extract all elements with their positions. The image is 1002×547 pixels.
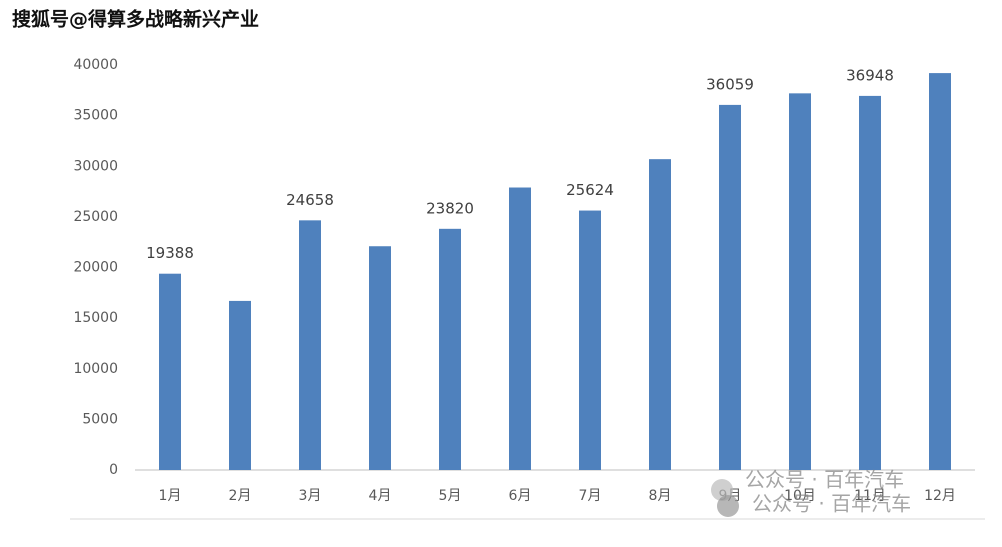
bar — [719, 104, 741, 471]
watermark: 公众号 · 百年汽车 — [745, 468, 904, 492]
y-tick-label: 40000 — [73, 57, 118, 73]
value-label: 36948 — [846, 66, 894, 84]
y-tick-label: 10000 — [73, 361, 118, 377]
bar — [299, 220, 321, 470]
bar — [159, 273, 181, 470]
bar — [369, 246, 391, 470]
bar — [789, 93, 811, 470]
y-tick-label: 15000 — [73, 310, 118, 326]
watermark: 公众号 · 百年汽车 — [752, 492, 911, 516]
bar — [229, 300, 251, 470]
bar — [859, 95, 881, 471]
bar — [439, 228, 461, 470]
bar — [509, 187, 531, 470]
x-tick-label: 11月 — [854, 488, 886, 504]
value-label: 23820 — [426, 199, 474, 217]
y-tick-label: 0 — [109, 462, 118, 478]
value-label: 25624 — [566, 181, 614, 199]
value-label: 36059 — [706, 75, 754, 93]
x-tick-label: 12月 — [924, 488, 956, 504]
y-tick-label: 30000 — [73, 158, 118, 174]
value-label: 19388 — [146, 244, 194, 262]
y-tick-label: 35000 — [73, 108, 118, 124]
x-tick-label: 4月 — [369, 488, 392, 504]
x-tick-label: 5月 — [439, 488, 462, 504]
plot: 0 5000 10000 15000 20000 25000 30000 35000 40000… — [73, 57, 955, 504]
x-tick-label: 6月 — [509, 488, 532, 504]
y-tick-label: 20000 — [73, 260, 118, 276]
watermark-logo — [711, 479, 739, 517]
bar — [579, 210, 601, 470]
x-tick-label: 8月 — [649, 488, 672, 504]
x-tick-label: 10月 — [784, 488, 816, 504]
x-tick-label: 2月 — [229, 488, 252, 504]
x-tick-label: 1月 — [159, 488, 182, 504]
y-tick-label: 25000 — [73, 209, 118, 225]
y-tick-label: 5000 — [82, 411, 118, 427]
bar — [929, 73, 951, 470]
value-label: 24658 — [286, 191, 334, 209]
bar — [649, 159, 671, 470]
watermark: 搜狐号@得算多战略新兴产业 — [12, 8, 259, 31]
x-tick-label: 7月 — [579, 488, 602, 504]
x-tick-label: 3月 — [299, 488, 322, 504]
